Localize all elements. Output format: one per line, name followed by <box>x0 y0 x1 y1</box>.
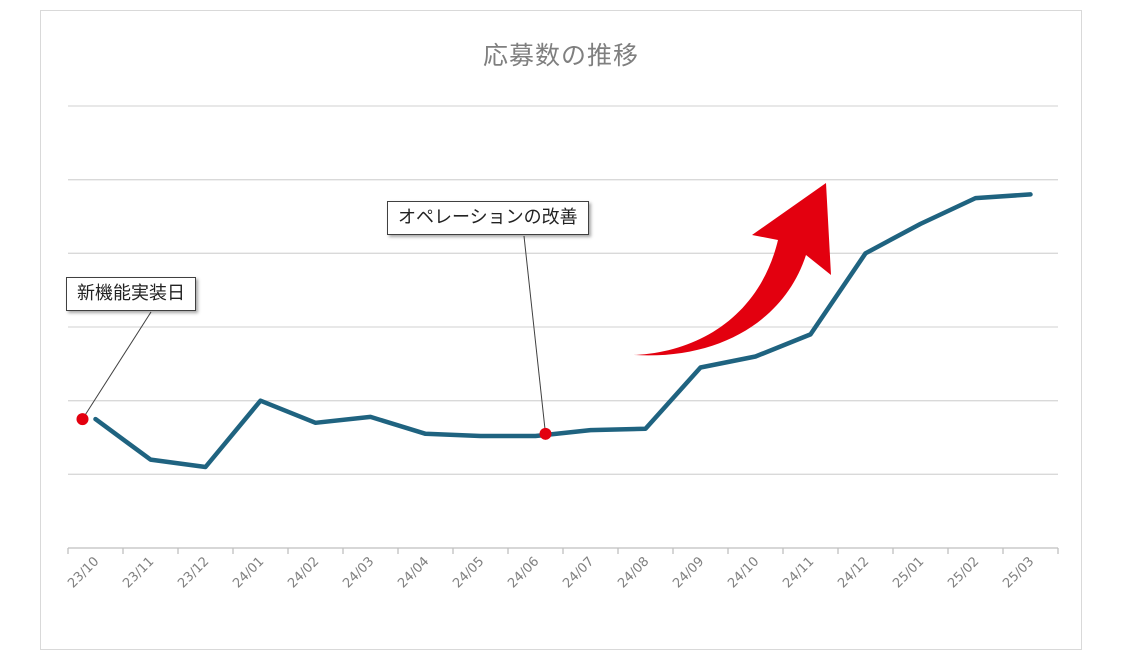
annotation-label: オペレーションの改善 <box>387 201 589 235</box>
annotation-marker <box>539 427 552 440</box>
x-tick-label: 25/02 <box>945 554 982 591</box>
series-polyline <box>93 192 1033 470</box>
chart-title: 応募数の推移 <box>482 41 639 70</box>
x-tick-label: 25/01 <box>890 554 927 591</box>
x-tick-label: 24/02 <box>285 554 322 591</box>
x-tick-label: 24/11 <box>780 554 817 591</box>
annotation-label: 新機能実装日 <box>66 277 196 311</box>
annotation-leader-lines <box>82 235 546 434</box>
x-tick-label: 23/12 <box>175 554 212 591</box>
annotation-leader-line <box>82 311 152 420</box>
annotation-markers <box>76 413 552 440</box>
x-tick-label: 23/10 <box>65 554 102 591</box>
gridlines <box>68 105 1058 475</box>
x-tick-label: 24/06 <box>505 554 542 591</box>
x-axis <box>67 547 1059 554</box>
x-tick-label: 24/12 <box>835 554 872 591</box>
x-tick-label: 24/01 <box>230 554 267 591</box>
series-line <box>93 192 1033 470</box>
x-tick-label: 24/09 <box>670 554 707 591</box>
trend-arrow-icon <box>634 183 831 356</box>
annotation-leader-line <box>523 235 546 434</box>
x-tick-label: 24/07 <box>560 554 597 591</box>
chart-card <box>40 10 1082 650</box>
x-tick-label: 24/08 <box>615 554 652 591</box>
x-tick-label: 23/11 <box>120 554 157 591</box>
x-tick-label: 24/10 <box>725 554 762 591</box>
x-tick-label: 25/03 <box>1000 554 1037 591</box>
line-chart: 23/10 23/11 23/12 24/01 24/02 24/03 24/04 24/05… <box>65 105 1059 591</box>
annotation-marker <box>76 413 89 426</box>
x-tick-label: 24/04 <box>395 554 432 591</box>
x-tick-label: 24/03 <box>340 554 377 591</box>
x-tick-label: 24/05 <box>450 554 487 591</box>
x-tick-labels: 23/10 23/11 23/12 24/01 24/02 24/03 24/04 24/05… <box>65 554 1037 591</box>
